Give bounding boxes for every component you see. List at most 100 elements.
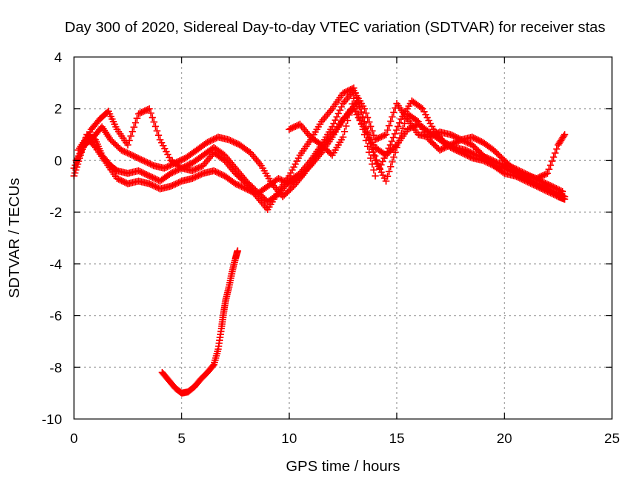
data-point-fill (551, 149, 559, 157)
data-point-fill (390, 153, 398, 161)
data-point-fill (453, 138, 461, 146)
data-point-fill (195, 172, 203, 180)
data-point-fill (557, 187, 565, 195)
data-point (436, 146, 444, 154)
data-point-fill (141, 170, 149, 178)
data-point-fill (391, 142, 399, 150)
data-point-fill (387, 163, 395, 171)
series-track-4 (72, 97, 567, 201)
data-point-fill (148, 173, 156, 181)
data-point (145, 180, 153, 188)
data-point-fill (359, 125, 367, 133)
data-point-fill (139, 169, 147, 177)
y-tick-label: 4 (54, 49, 62, 65)
data-point-fill (485, 155, 493, 163)
data-point-fill (331, 116, 339, 124)
data-point-fill (437, 145, 445, 153)
data-point-fill (168, 182, 176, 190)
data-point-fill (130, 123, 138, 131)
data-point-fill (552, 185, 560, 193)
data-point-fill (550, 153, 558, 161)
y-tick-label: 2 (54, 101, 62, 117)
data-point-fill (345, 111, 353, 119)
series-track-3 (74, 105, 569, 198)
data-point-fill (330, 119, 338, 127)
y-tick-label: -6 (50, 308, 63, 324)
data-point-fill (134, 154, 142, 162)
data-point (145, 172, 153, 180)
data-point (160, 164, 168, 172)
y-axis-title: SDTVAR / TECUs (6, 178, 23, 298)
data-point-fill (387, 117, 395, 125)
data-point-fill (410, 122, 418, 130)
data-point-fill (529, 173, 537, 181)
data-point-fill (532, 175, 540, 183)
data-point-fill (137, 156, 145, 164)
chart-title: Day 300 of 2020, Sidereal Day-to-day VTE… (65, 19, 606, 36)
data-point-fill (288, 184, 296, 192)
data-point-fill (127, 151, 135, 159)
data-point-fill (380, 154, 388, 162)
data-point-fill (209, 362, 217, 370)
data-point-fill (454, 137, 462, 145)
data-point-fill (138, 108, 146, 116)
data-point-fill (517, 168, 525, 176)
data-point-fill (147, 109, 155, 117)
data-point-fill (543, 180, 551, 188)
data-point (203, 138, 211, 146)
data-point-fill (466, 148, 474, 156)
data-point-fill (509, 164, 517, 172)
data-point-fill (278, 176, 286, 184)
data-point (210, 167, 218, 175)
data-point (135, 110, 143, 118)
data-point-fill (371, 152, 379, 160)
data-point-fill (239, 183, 247, 191)
data-point (526, 172, 534, 180)
data-point-fill (127, 132, 135, 140)
data-point-fill (540, 171, 548, 179)
data-point-fill (370, 131, 378, 139)
data-point-fill (351, 100, 359, 108)
data-point-fill (213, 168, 221, 176)
data-point-fill (396, 119, 404, 127)
data-point-fill (488, 156, 496, 164)
data-point-fill (473, 135, 481, 143)
data-point-fill (448, 131, 456, 139)
data-point (559, 187, 567, 195)
data-point-fill (374, 134, 382, 142)
data-point-fill (553, 145, 561, 153)
data-point (404, 125, 412, 133)
data-point-fill (456, 136, 464, 144)
data-point (117, 146, 125, 154)
data-point-fill (136, 155, 144, 163)
data-point-fill (446, 141, 454, 149)
data-point-fill (362, 136, 370, 144)
data-point (561, 193, 569, 201)
data-point-fill (173, 158, 181, 166)
data-point (382, 131, 390, 139)
data-point-fill (136, 109, 144, 117)
axis-ticks: 0 5 10 15 20 25 -10 -8 -6 -4 -2 0 2 4 (42, 49, 620, 446)
data-point-fill (547, 161, 555, 169)
data-point-fill (554, 185, 562, 193)
data-point-fill (176, 157, 184, 165)
data-point-fill (367, 154, 375, 162)
data-point-fill (115, 175, 123, 183)
data-point-fill (167, 161, 175, 169)
data-point-fill (153, 127, 161, 135)
data-point-fill (176, 163, 184, 171)
y-tick-label: 0 (54, 152, 62, 168)
data-point-fill (474, 136, 482, 144)
data-point-fill (175, 179, 183, 187)
data-point-fill (560, 132, 568, 140)
data-point-fill (443, 140, 451, 148)
data-point (285, 125, 293, 133)
data-point-fill (290, 123, 298, 131)
data-point (167, 182, 175, 190)
data-point-fill (549, 183, 557, 191)
data-point-fill (476, 137, 484, 145)
data-point-fill (279, 177, 287, 185)
data-point-fill (508, 163, 516, 171)
data-point-fill (347, 86, 355, 94)
data-point (225, 136, 233, 144)
